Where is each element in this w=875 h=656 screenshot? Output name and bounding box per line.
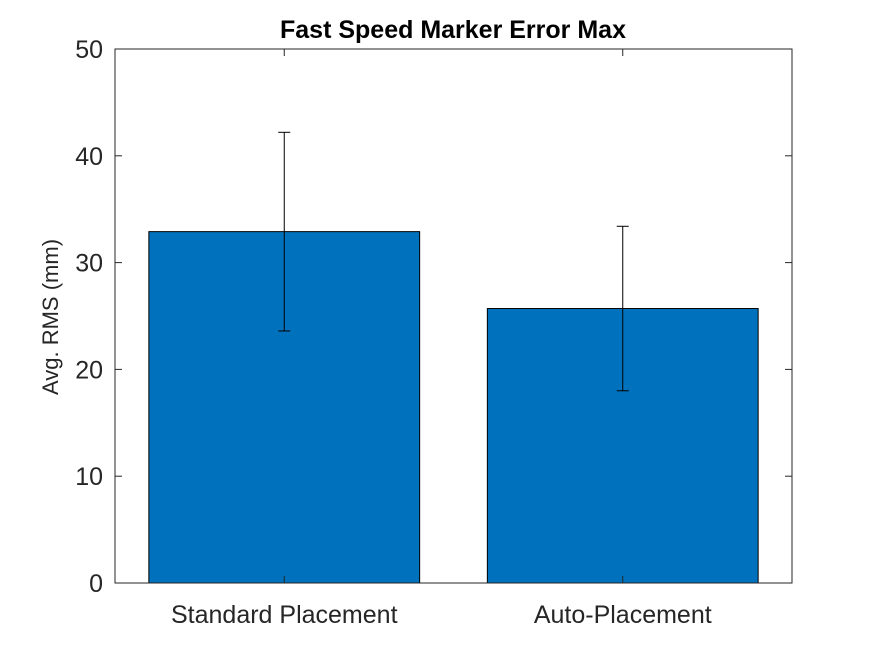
x-ticks-group: Standard Placement Auto-Placement	[171, 49, 712, 629]
x-tick-label-0: Standard Placement	[171, 601, 398, 629]
y-tick-label-0: 0	[89, 570, 103, 598]
y-axis-label: Avg. RMS (mm)	[38, 239, 63, 395]
axes-box	[114, 48, 793, 584]
y-tick-label-1: 10	[75, 463, 103, 491]
y-ticks-group: 0 10 20 30 40 50	[75, 36, 792, 598]
error-bars-group	[278, 131, 629, 392]
y-tick-label-5: 50	[75, 36, 103, 64]
y-tick-label-2: 20	[75, 356, 103, 384]
y-tick-label-3: 30	[75, 250, 103, 278]
bars-group	[148, 231, 759, 584]
x-tick-label-1: Auto-Placement	[534, 601, 712, 629]
y-tick-label-4: 40	[75, 143, 103, 171]
chart-title: Fast Speed Marker Error Max	[280, 16, 626, 44]
